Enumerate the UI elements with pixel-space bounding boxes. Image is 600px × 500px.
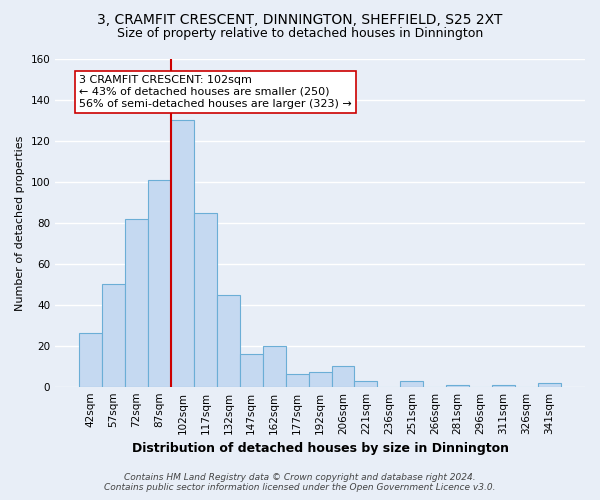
Bar <box>240 354 263 386</box>
Bar <box>332 366 355 386</box>
Bar <box>148 180 171 386</box>
Bar <box>492 384 515 386</box>
X-axis label: Distribution of detached houses by size in Dinnington: Distribution of detached houses by size … <box>131 442 509 455</box>
Y-axis label: Number of detached properties: Number of detached properties <box>15 135 25 310</box>
Bar <box>308 372 332 386</box>
Bar <box>217 294 240 386</box>
Text: 3, CRAMFIT CRESCENT, DINNINGTON, SHEFFIELD, S25 2XT: 3, CRAMFIT CRESCENT, DINNINGTON, SHEFFIE… <box>97 12 503 26</box>
Bar <box>79 334 102 386</box>
Bar <box>102 284 125 386</box>
Bar <box>194 212 217 386</box>
Bar <box>538 382 561 386</box>
Text: Contains HM Land Registry data © Crown copyright and database right 2024.
Contai: Contains HM Land Registry data © Crown c… <box>104 473 496 492</box>
Bar <box>355 380 377 386</box>
Text: Size of property relative to detached houses in Dinnington: Size of property relative to detached ho… <box>117 28 483 40</box>
Bar <box>400 380 423 386</box>
Bar <box>263 346 286 387</box>
Bar <box>171 120 194 386</box>
Bar <box>286 374 308 386</box>
Text: 3 CRAMFIT CRESCENT: 102sqm
← 43% of detached houses are smaller (250)
56% of sem: 3 CRAMFIT CRESCENT: 102sqm ← 43% of deta… <box>79 76 352 108</box>
Bar <box>125 218 148 386</box>
Bar <box>446 384 469 386</box>
